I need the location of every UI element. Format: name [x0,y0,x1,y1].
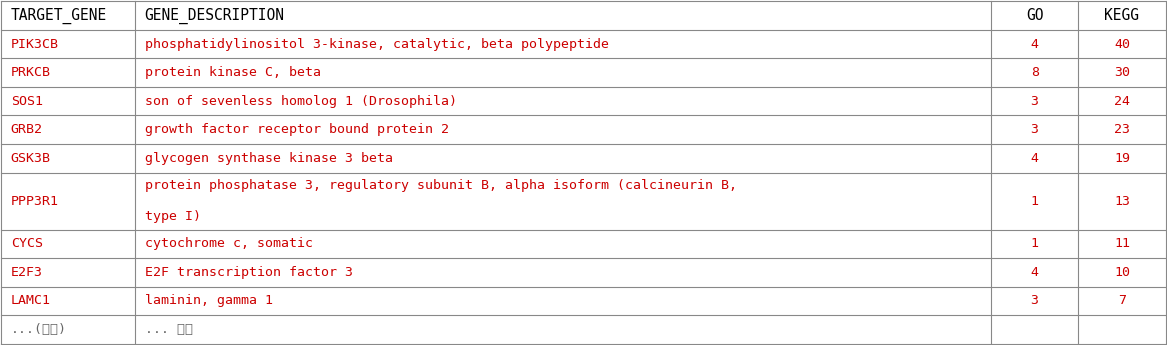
Text: GO: GO [1026,8,1043,23]
Text: GSK3B: GSK3B [11,152,50,165]
Text: laminin, gamma 1: laminin, gamma 1 [145,294,273,307]
Text: ...(생략): ...(생략) [11,323,67,336]
Text: 3: 3 [1030,294,1039,307]
Text: E2F transcription factor 3: E2F transcription factor 3 [145,266,352,279]
Text: 24: 24 [1114,95,1130,108]
Text: cytochrome c, somatic: cytochrome c, somatic [145,237,313,250]
Text: 40: 40 [1114,38,1130,51]
Text: 30: 30 [1114,66,1130,79]
Text: 1: 1 [1030,237,1039,250]
Text: 11: 11 [1114,237,1130,250]
Text: LAMC1: LAMC1 [11,294,50,307]
Text: SOS1: SOS1 [11,95,43,108]
Text: 1: 1 [1030,195,1039,208]
Text: type I): type I) [145,210,201,223]
Text: E2F3: E2F3 [11,266,43,279]
Text: ... 생략: ... 생략 [145,323,193,336]
Text: 3: 3 [1030,95,1039,108]
Text: 4: 4 [1030,152,1039,165]
Text: 13: 13 [1114,195,1130,208]
Text: CYCS: CYCS [11,237,43,250]
Text: PRKCB: PRKCB [11,66,50,79]
Text: glycogen synthase kinase 3 beta: glycogen synthase kinase 3 beta [145,152,392,165]
Text: growth factor receptor bound protein 2: growth factor receptor bound protein 2 [145,123,448,136]
Text: GENE_DESCRIPTION: GENE_DESCRIPTION [145,8,285,24]
Text: 7: 7 [1118,294,1126,307]
Text: PPP3R1: PPP3R1 [11,195,58,208]
Text: TARGET_GENE: TARGET_GENE [11,8,107,24]
Text: 3: 3 [1030,123,1039,136]
Text: KEGG: KEGG [1104,8,1139,23]
Text: 19: 19 [1114,152,1130,165]
Text: protein kinase C, beta: protein kinase C, beta [145,66,321,79]
Text: 23: 23 [1114,123,1130,136]
Text: GRB2: GRB2 [11,123,43,136]
Text: 4: 4 [1030,38,1039,51]
Text: 8: 8 [1030,66,1039,79]
Text: protein phosphatase 3, regulatory subunit B, alpha isoform (calcineurin B,: protein phosphatase 3, regulatory subuni… [145,179,736,192]
Text: PIK3CB: PIK3CB [11,38,58,51]
Text: 10: 10 [1114,266,1130,279]
Text: son of sevenless homolog 1 (Drosophila): son of sevenless homolog 1 (Drosophila) [145,95,456,108]
Text: phosphatidylinositol 3-kinase, catalytic, beta polypeptide: phosphatidylinositol 3-kinase, catalytic… [145,38,608,51]
Text: 4: 4 [1030,266,1039,279]
